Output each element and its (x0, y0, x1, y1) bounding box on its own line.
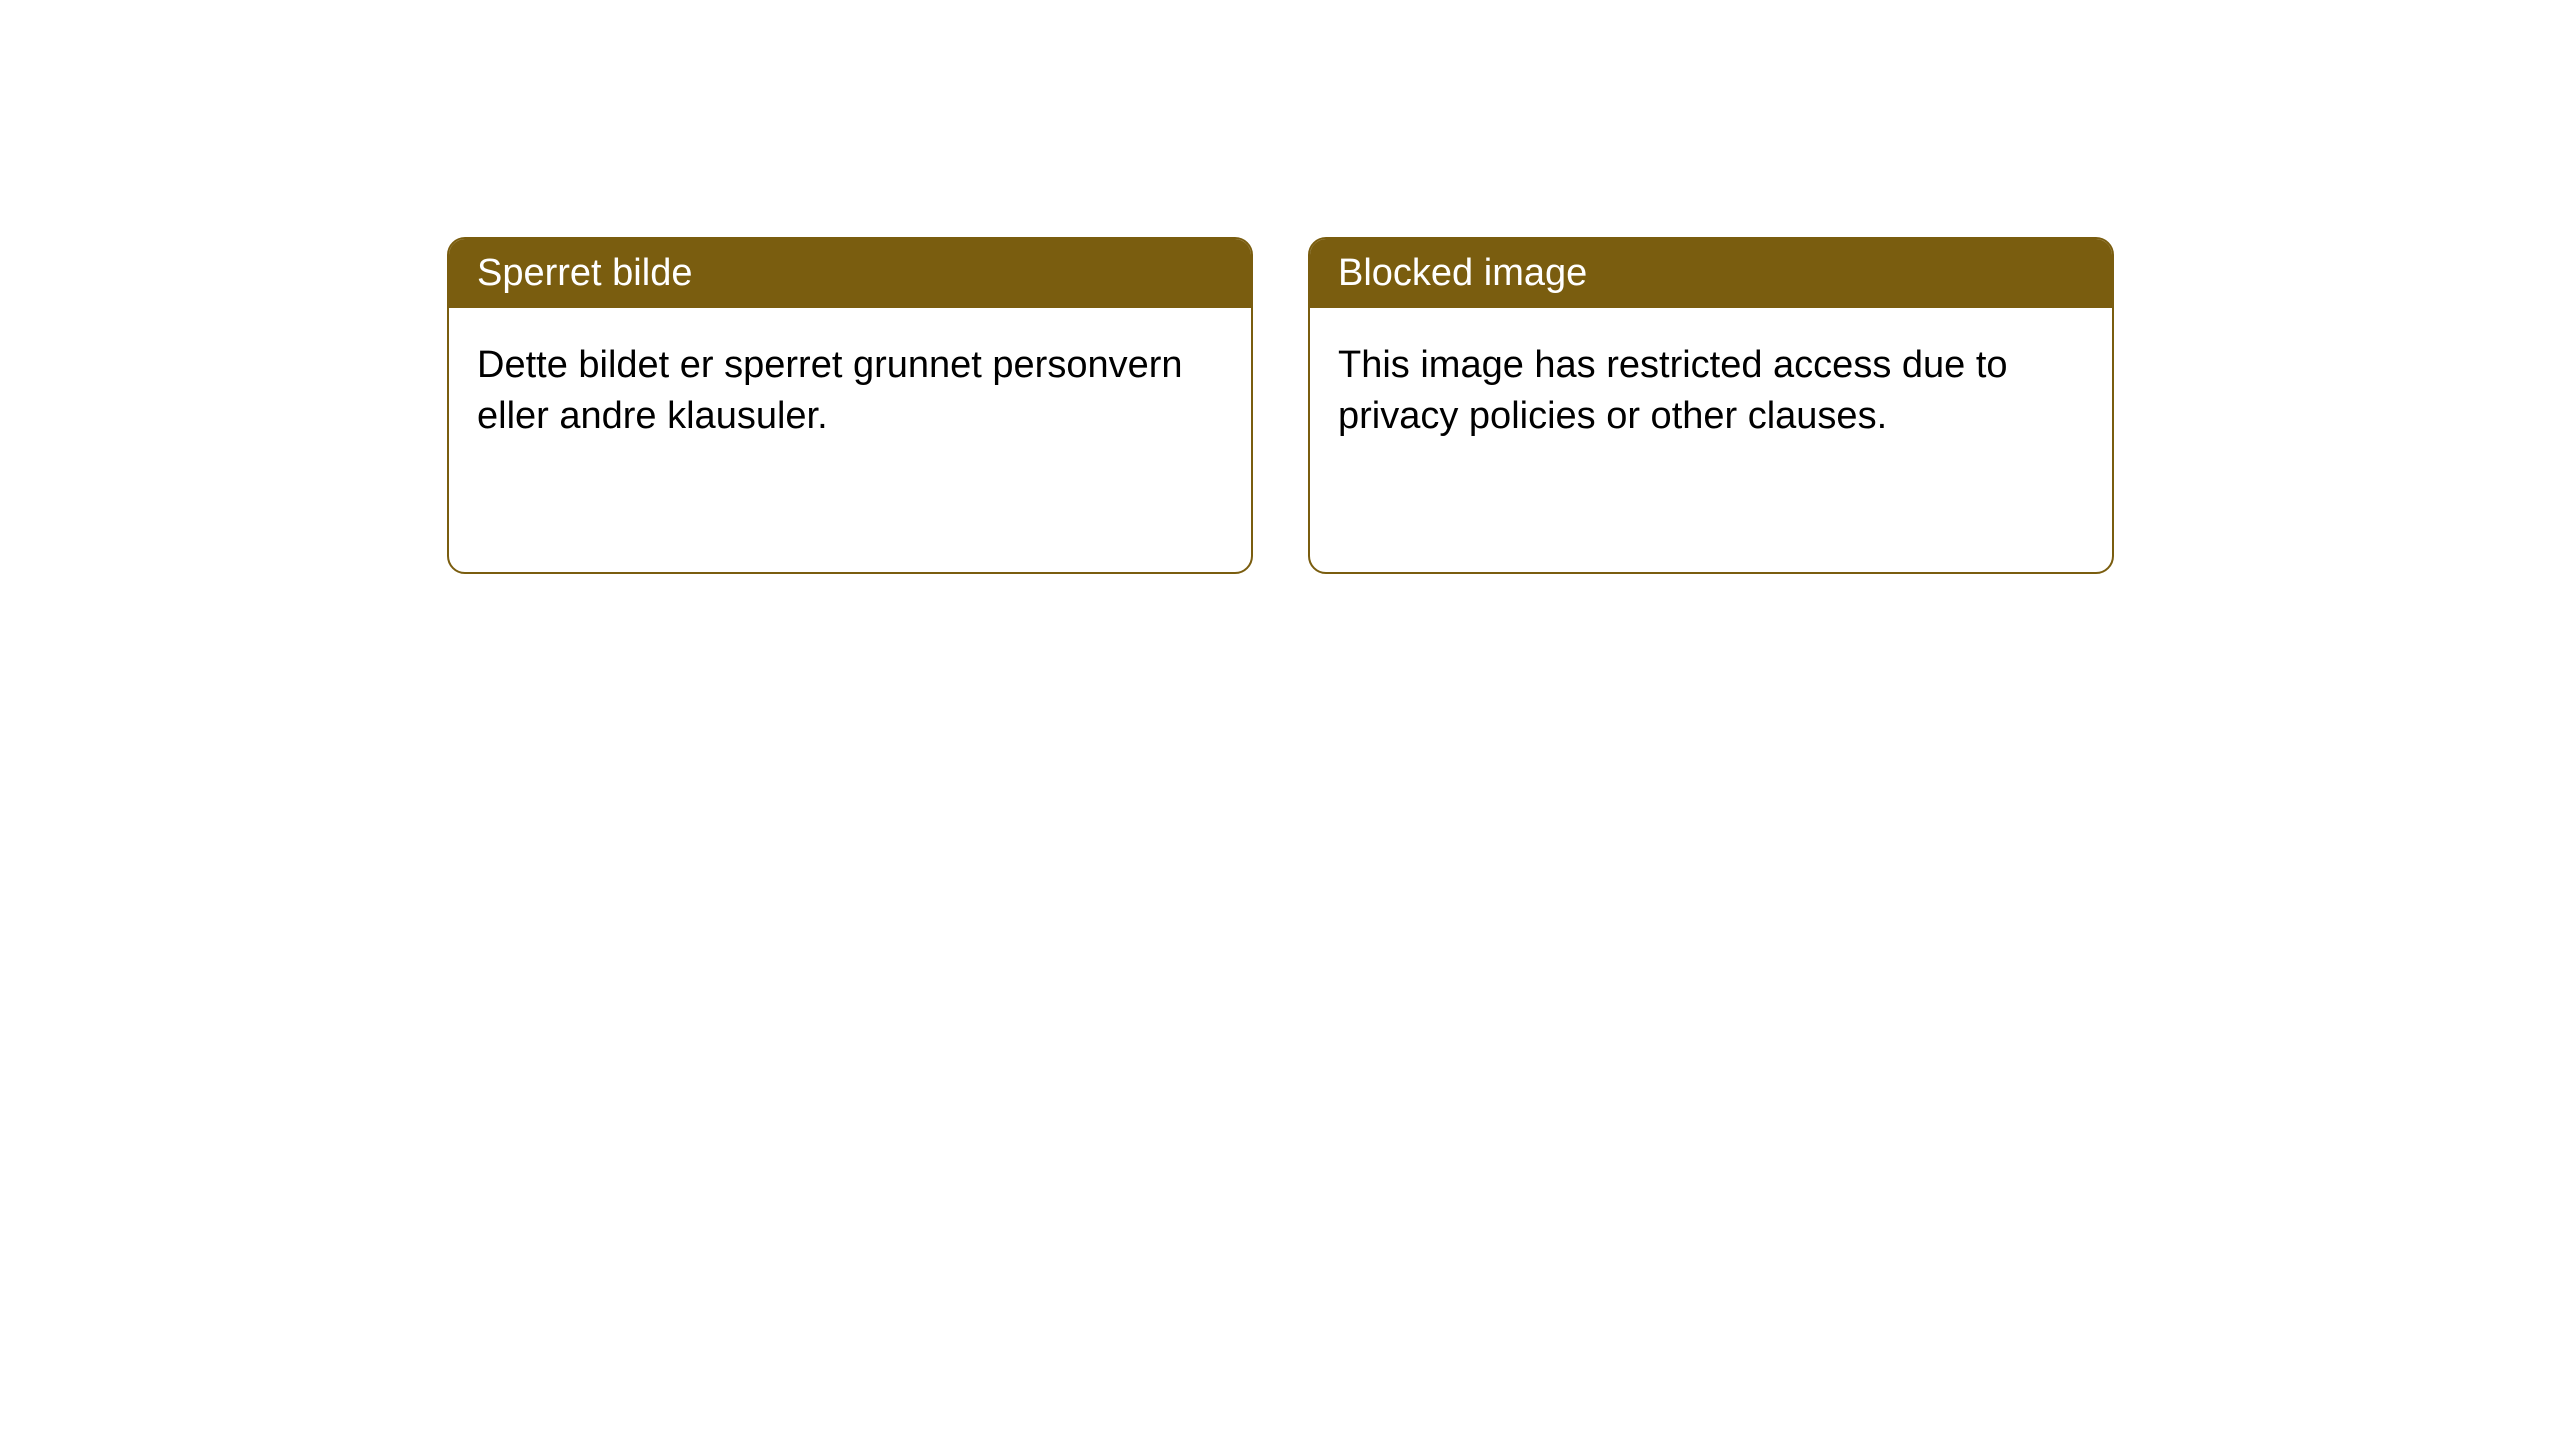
notice-card-norwegian: Sperret bilde Dette bildet er sperret gr… (447, 237, 1253, 574)
notice-title: Sperret bilde (449, 239, 1251, 308)
notices-container: Sperret bilde Dette bildet er sperret gr… (0, 0, 2560, 574)
notice-card-english: Blocked image This image has restricted … (1308, 237, 2114, 574)
notice-title: Blocked image (1310, 239, 2112, 308)
notice-message: This image has restricted access due to … (1310, 308, 2112, 475)
notice-message: Dette bildet er sperret grunnet personve… (449, 308, 1251, 475)
